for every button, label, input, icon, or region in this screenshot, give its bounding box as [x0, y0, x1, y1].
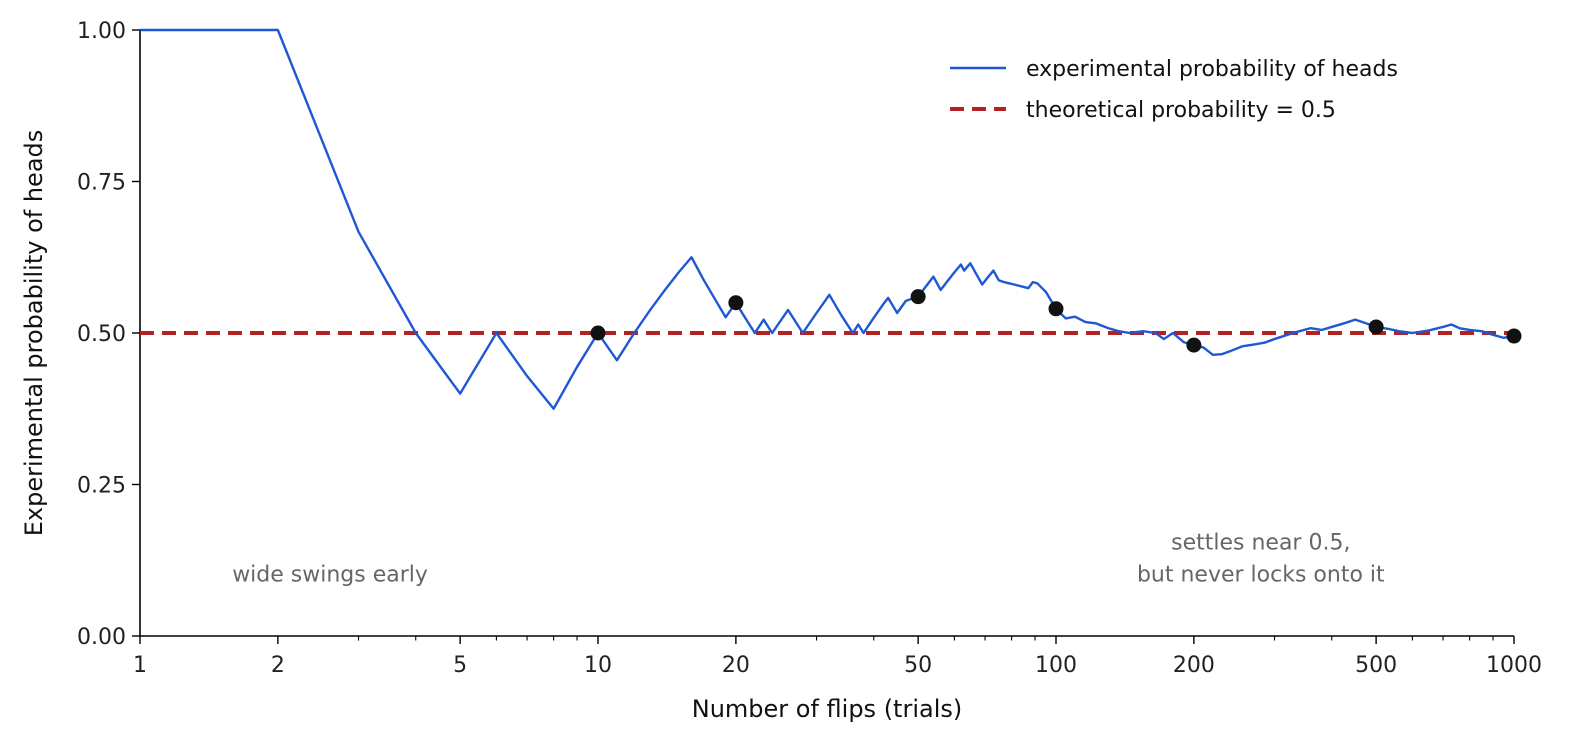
markers: [590, 289, 1522, 353]
annotation-text: wide swings early: [232, 563, 428, 588]
legend-label: theoretical probability = 0.5: [1026, 98, 1336, 123]
experimental-probability-line: [140, 28, 1515, 410]
x-tick-label: 20: [722, 653, 750, 678]
x-tick-label: 2: [271, 653, 285, 678]
y-axis-title: Experimental probability of heads: [20, 130, 48, 537]
y-tick-label: 1.00: [77, 19, 126, 44]
y-tick-label: 0.25: [77, 474, 126, 499]
series-lines: [140, 28, 1515, 410]
y-tick-label: 0.00: [77, 625, 126, 650]
checkpoint-marker: [590, 325, 606, 341]
x-tick-label: 10: [584, 653, 612, 678]
x-tick-label: 5: [453, 653, 467, 678]
annotation-text: but never locks onto it: [1137, 563, 1385, 588]
ticks: 1 2 5 10 20 50 100 200 500 1000 0.00 0.25 0.50 0.75 1.…: [77, 19, 1542, 678]
x-tick-label: 200: [1173, 653, 1215, 678]
x-tick-label: 1000: [1486, 653, 1542, 678]
checkpoint-marker: [1368, 319, 1384, 335]
checkpoint-marker: [728, 295, 744, 311]
checkpoint-marker: [910, 289, 926, 305]
y-tick-label: 0.75: [77, 171, 126, 196]
checkpoint-marker: [1048, 301, 1064, 317]
legend: experimental probability of heads theoret…: [950, 57, 1398, 123]
checkpoint-marker: [1186, 337, 1202, 353]
x-axis-title: Number of flips (trials): [692, 695, 963, 723]
x-tick-label: 50: [904, 653, 932, 678]
legend-label: experimental probability of heads: [1026, 57, 1398, 82]
checkpoint-marker: [1506, 328, 1522, 344]
y-tick-label: 0.50: [77, 322, 126, 347]
annotation-text: settles near 0.5,: [1171, 531, 1350, 556]
x-tick-label: 100: [1035, 653, 1077, 678]
x-tick-label: 1: [133, 653, 147, 678]
x-tick-label: 500: [1355, 653, 1397, 678]
annotations: wide swings early settles near 0.5, but ne…: [232, 531, 1385, 588]
